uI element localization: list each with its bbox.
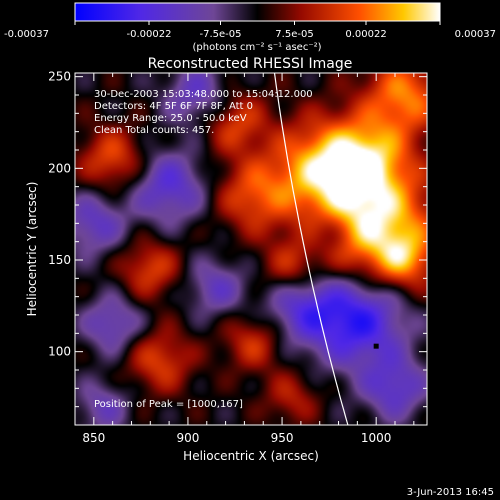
annotation-time-range: 30-Dec-2003 15:03:48.000 to 15:04:12.000	[94, 89, 313, 100]
x-tick-label: 1000	[361, 431, 392, 445]
y-tick-label: 100	[48, 345, 71, 359]
solar-limb-line	[273, 72, 349, 426]
colorbar-tick-label: -0.00022	[127, 29, 172, 40]
y-axis-ticks: 100 150 200 250	[48, 70, 427, 426]
colorbar-tick-label: 0.00037	[455, 29, 496, 40]
colorbar-tick-label: -0.00037	[4, 29, 49, 40]
colorbar-tick-label: 0.00022	[345, 29, 386, 40]
chart-title: Reconstructed RHESSI Image	[148, 56, 353, 72]
colorbar: -0.00037 -0.00022 -7.5e-05 7.5e-05 0.00022 0.…	[4, 2, 496, 53]
footer-date: 3-Jun-2013 16:45	[406, 487, 494, 498]
annotation-detectors: Detectors: 4F 5F 6F 7F 8F, Att 0	[94, 101, 253, 112]
colorbar-tick-label: -7.5e-05	[200, 29, 242, 40]
colorbar-strip	[74, 2, 441, 22]
colorbar-ticks: -0.00037 -0.00022 -7.5e-05 7.5e-05 0.00022 0.…	[4, 21, 496, 40]
plot-frame	[74, 72, 428, 426]
y-tick-label: 200	[48, 161, 71, 175]
annotation-peak: Position of Peak = [1000,167]	[94, 399, 243, 410]
y-tick-label: 250	[48, 70, 71, 84]
peak-marker	[373, 343, 379, 349]
annotation-energy: Energy Range: 25.0 - 50.0 keV	[94, 113, 247, 124]
plot-area: 850 900 950 1000 100 150 200 250	[48, 70, 428, 445]
annotation-clean: Clean Total counts: 457.	[94, 125, 214, 136]
y-axis-label: Heliocentric Y (arcsec)	[25, 182, 39, 317]
x-tick-label: 850	[82, 431, 105, 445]
x-axis-label: Heliocentric X (arcsec)	[183, 449, 319, 463]
colorbar-units: (photons cm⁻² s⁻¹ asec⁻²)	[192, 42, 321, 53]
x-tick-label: 950	[271, 431, 294, 445]
y-tick-label: 150	[48, 253, 71, 267]
x-axis-ticks: 850 900 950 1000	[82, 73, 415, 445]
x-tick-label: 900	[176, 431, 199, 445]
colorbar-tick-label: 7.5e-05	[275, 29, 313, 40]
heatmap-image	[75, 73, 427, 425]
